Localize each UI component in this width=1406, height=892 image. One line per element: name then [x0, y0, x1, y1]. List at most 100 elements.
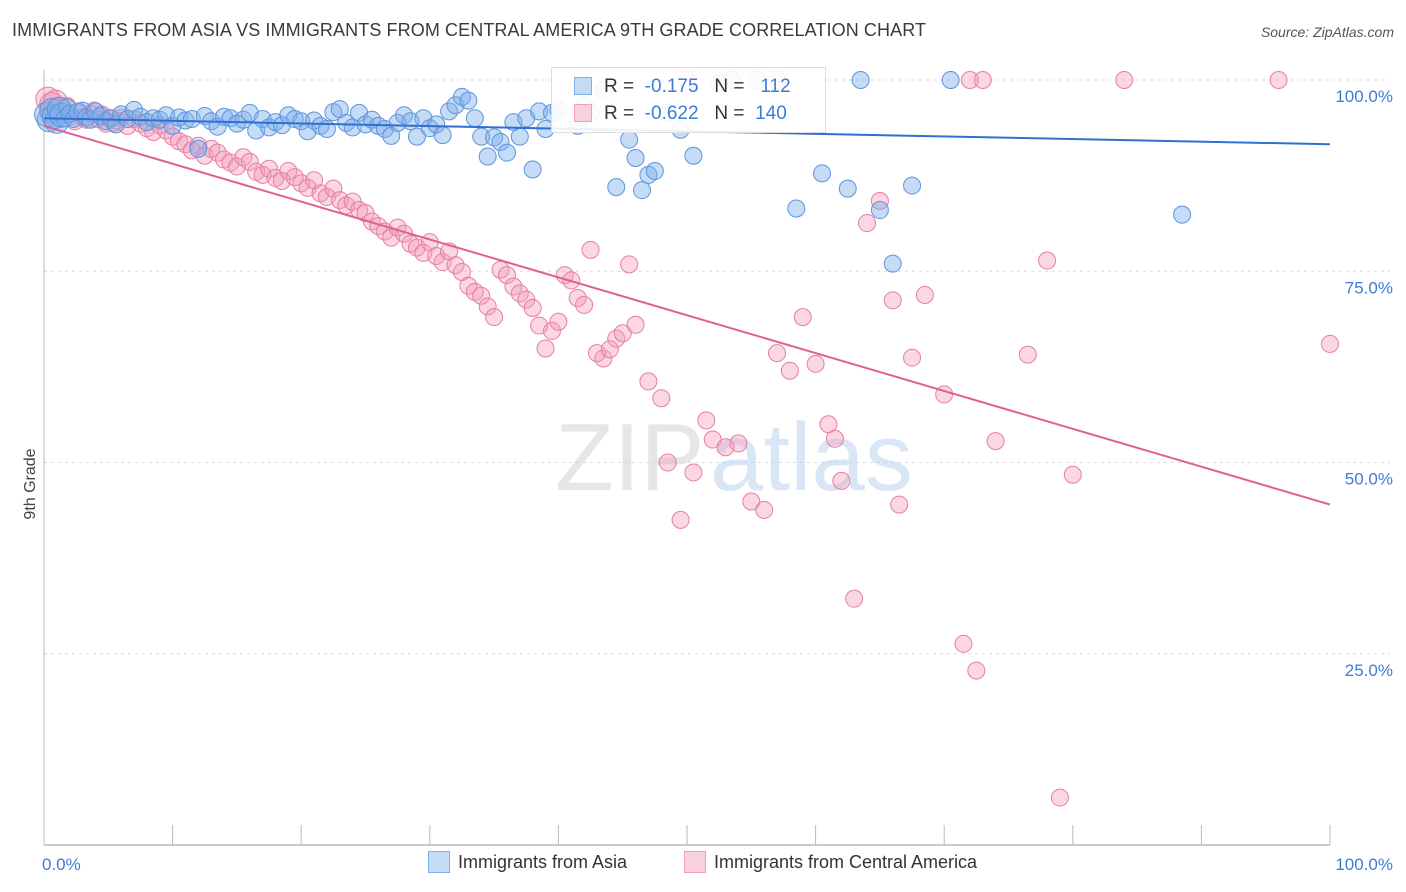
central-america-trend-line — [43, 124, 1331, 506]
asia-point — [510, 127, 529, 146]
legend-swatch-asia — [574, 77, 592, 95]
central-america-point — [915, 285, 934, 304]
asia-point — [125, 100, 144, 119]
asia-point — [497, 143, 516, 162]
asia-point — [645, 162, 664, 181]
central-america-point — [305, 171, 324, 190]
watermark-atlas: atlas — [710, 404, 913, 511]
central-america-point — [755, 500, 774, 519]
central-america-point — [780, 361, 799, 380]
central-america-point — [600, 340, 619, 359]
asia-point — [46, 96, 72, 122]
asia-point — [388, 113, 407, 132]
legend-row-asia: R = -0.175 N = 112 — [574, 76, 791, 100]
central-america-point — [1063, 465, 1082, 484]
legend-r-label: R = — [604, 103, 635, 124]
legend-n-label: N = — [714, 103, 745, 124]
central-america-point — [768, 344, 787, 363]
central-america-point — [858, 214, 877, 233]
central-america-point — [240, 152, 259, 171]
central-america-point — [1321, 334, 1339, 353]
bottom-legend-label-asia: Immigrants from Asia — [458, 852, 628, 872]
y-tick-label: 75.0% — [1345, 278, 1393, 297]
legend-n-value: 112 — [760, 76, 791, 97]
series-central-america — [35, 71, 1339, 807]
asia-point — [523, 160, 542, 179]
asia-point — [234, 110, 253, 129]
central-america-point — [446, 256, 465, 275]
correlation-legend: R = -0.175 N = 112 R = -0.622 N = 140 — [551, 67, 826, 133]
central-america-point — [581, 240, 600, 259]
central-america-point — [497, 266, 516, 285]
central-america-point — [658, 453, 677, 472]
legend-row-central-america: R = -0.622 N = 140 — [574, 103, 787, 127]
y-tick-label: 100.0% — [1335, 87, 1393, 106]
y-tick-label: 25.0% — [1345, 661, 1393, 680]
asia-point — [607, 178, 626, 197]
central-america-point — [549, 312, 568, 331]
tick-labels: 100.0% 75.0% 50.0% 25.0% 0.0% 100.0% — [42, 87, 1393, 874]
central-america-point — [870, 191, 889, 210]
watermark-zip: ZIP — [555, 404, 704, 511]
central-america-point — [825, 429, 844, 448]
x-tick-label: 100.0% — [1335, 855, 1393, 874]
central-america-point — [208, 143, 227, 162]
central-america-point — [684, 463, 703, 482]
central-america-point — [890, 495, 909, 514]
legend-swatch-central-america — [574, 104, 592, 122]
central-america-point — [626, 315, 645, 334]
central-america-point — [523, 298, 542, 317]
asia-point — [626, 149, 645, 168]
central-america-point — [652, 389, 671, 408]
central-america-point — [594, 349, 613, 368]
asia-point — [787, 199, 806, 218]
x-tick-label: 0.0% — [42, 855, 81, 874]
asia-point — [620, 130, 639, 149]
central-america-point — [1269, 71, 1288, 89]
central-america-point — [697, 411, 716, 430]
bottom-legend-asia: Immigrants from Asia — [428, 851, 627, 877]
legend-n-value: 140 — [755, 103, 787, 124]
asia-point — [903, 176, 922, 195]
bottom-legend-swatch-asia — [428, 851, 450, 873]
asia-point — [189, 139, 208, 158]
central-america-point — [973, 71, 992, 89]
central-america-point — [536, 339, 555, 358]
asia-point — [427, 115, 446, 134]
asia-point — [96, 112, 115, 131]
central-america-point — [845, 589, 864, 608]
legend-n-label: N = — [714, 76, 745, 97]
asia-point — [478, 147, 497, 166]
asia-point — [433, 126, 452, 145]
asia-point — [530, 102, 549, 121]
central-america-point — [478, 297, 497, 316]
asia-point — [337, 113, 356, 132]
central-america-point — [324, 179, 343, 198]
asia-point — [941, 71, 960, 89]
central-america-point — [1018, 345, 1037, 364]
asia-point — [292, 112, 311, 131]
central-america-point — [986, 432, 1005, 451]
watermark: ZIP atlas — [555, 404, 913, 511]
central-america-point — [1115, 71, 1134, 89]
asia-point — [838, 179, 857, 198]
bottom-legend-central-america: Immigrants from Central America — [684, 851, 977, 877]
central-america-point — [729, 434, 748, 453]
asia-point — [883, 254, 902, 273]
central-america-point — [793, 308, 812, 327]
central-america-point — [568, 289, 587, 308]
y-axis-label-wrap: 9th Grade — [16, 430, 46, 550]
central-america-point — [1038, 251, 1057, 270]
central-america-point — [234, 148, 253, 167]
central-america-point — [671, 510, 690, 529]
asia-point — [684, 146, 703, 165]
central-america-point — [472, 286, 491, 305]
bottom-legend-label-central-america: Immigrants from Central America — [714, 852, 978, 872]
central-america-point — [260, 159, 279, 178]
asia-point — [632, 181, 651, 200]
central-america-point — [542, 321, 561, 340]
central-america-point — [613, 324, 632, 343]
asia-point — [459, 91, 478, 110]
central-america-point — [485, 308, 504, 327]
